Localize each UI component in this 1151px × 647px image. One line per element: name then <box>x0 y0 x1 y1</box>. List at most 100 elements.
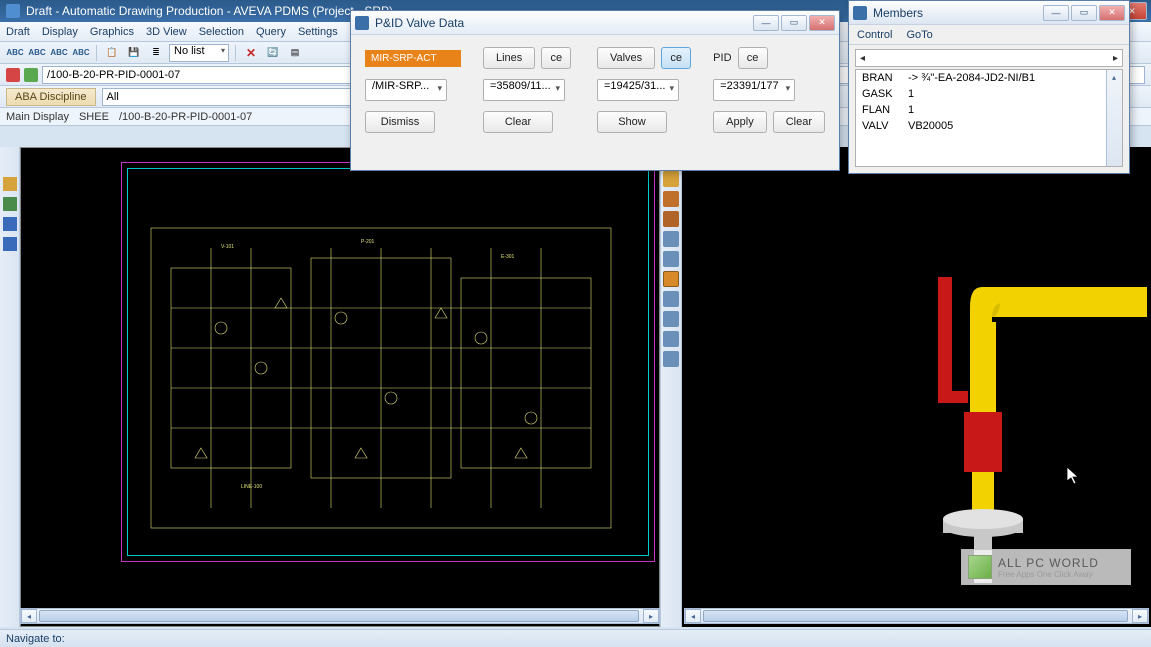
lines-dropdown[interactable]: =35809/11... <box>483 79 565 101</box>
scroll-left-btn[interactable]: ◂ <box>21 609 37 623</box>
delete-icon[interactable]: ✕ <box>242 44 260 62</box>
viewport-3d[interactable]: ALL PC WORLD Free Apps One Click Away <box>682 147 1151 627</box>
members-scroll-right[interactable]: ▸ <box>1109 53 1122 64</box>
members-dialog[interactable]: Members — ▭ ✕ Control GoTo ◂ ▸ BRAN-> ¾"… <box>848 0 1130 174</box>
rt-icon-8[interactable] <box>663 291 679 307</box>
clear-button-1[interactable]: Clear <box>483 111 553 133</box>
scroll-left-btn-3d[interactable]: ◂ <box>685 609 701 623</box>
valves-button[interactable]: Valves <box>597 47 655 69</box>
scroll-right-btn[interactable]: ▸ <box>643 609 659 623</box>
members-minimize-button[interactable]: — <box>1043 5 1069 21</box>
left-toolbar <box>0 147 20 627</box>
abc-icon-3[interactable]: ABC <box>50 44 68 62</box>
members-maximize-button[interactable]: ▭ <box>1071 5 1097 21</box>
scrollbar-3d[interactable]: ◂ ▸ <box>684 608 1149 624</box>
rt-icon-4[interactable] <box>663 211 679 227</box>
pid-dropdown[interactable]: =23391/177 <box>713 79 795 101</box>
rt-icon-10[interactable] <box>663 331 679 347</box>
menu-selection[interactable]: Selection <box>199 26 244 38</box>
list-dropdown[interactable]: No list <box>169 44 229 62</box>
lines-value: =35809/11... <box>490 80 551 92</box>
pid-valve-dialog[interactable]: P&ID Valve Data — ▭ ✕ MIR-SRP-ACT Lines … <box>350 10 840 171</box>
pid-titlebar[interactable]: P&ID Valve Data — ▭ ✕ <box>351 11 839 35</box>
tool-icon[interactable]: ▤ <box>286 44 304 62</box>
menu-query[interactable]: Query <box>256 26 286 38</box>
list-icon[interactable]: ≣ <box>147 44 165 62</box>
discipline-dropdown[interactable]: All <box>102 88 362 106</box>
discipline-label[interactable]: ABA Discipline <box>6 88 96 106</box>
lt-icon-1[interactable] <box>3 177 17 191</box>
app-icon <box>6 4 20 18</box>
scrollbar-2d[interactable]: ◂ ▸ <box>20 608 660 624</box>
rt-icon-6[interactable] <box>663 251 679 267</box>
members-close-button[interactable]: ✕ <box>1099 5 1125 21</box>
nav-path-text: /100-B-20-PR-PID-0001-07 <box>47 69 180 81</box>
pid-body: MIR-SRP-ACT Lines ce Valves ce PID ce /M… <box>351 35 839 145</box>
list-item: GASK1 <box>856 86 1122 102</box>
scroll-thumb-3d[interactable] <box>703 610 1128 622</box>
valves-ce-button[interactable]: ce <box>661 47 691 69</box>
list-item: BRAN-> ¾"-EA-2084-JD2-NI/B1 <box>856 70 1122 86</box>
copy-icon[interactable]: 📋 <box>103 44 121 62</box>
rt-icon-9[interactable] <box>663 311 679 327</box>
rt-icon-2[interactable] <box>663 171 679 187</box>
members-vscroll[interactable]: ▴ <box>1106 70 1122 166</box>
abc-icon-2[interactable]: ABC <box>28 44 46 62</box>
show-button[interactable]: Show <box>597 111 667 133</box>
svg-text:LINE-100: LINE-100 <box>241 484 262 490</box>
refresh-icon[interactable]: 🔄 <box>264 44 282 62</box>
list-dropdown-value: No list <box>174 45 205 57</box>
rt-icon-7[interactable] <box>663 271 679 287</box>
scroll-right-btn-3d[interactable]: ▸ <box>1132 609 1148 623</box>
display-path: /100-B-20-PR-PID-0001-07 <box>119 111 252 123</box>
members-scroll[interactable]: ◂ ▸ <box>855 49 1123 67</box>
menu-graphics[interactable]: Graphics <box>90 26 134 38</box>
menu-3dview[interactable]: 3D View <box>146 26 187 38</box>
pid-ce-button[interactable]: ce <box>738 47 768 69</box>
watermark-icon <box>968 555 992 579</box>
valves-value: =19425/31... <box>604 80 665 92</box>
rt-icon-3[interactable] <box>663 191 679 207</box>
display-shee: SHEE <box>79 111 109 123</box>
abc-icon-1[interactable]: ABC <box>6 44 24 62</box>
main-title-text: Draft - Automatic Drawing Production - A… <box>26 4 393 18</box>
viewport-2d[interactable]: V-101P-201 E-301LINE-100 <box>20 147 660 627</box>
pid-value: =23391/177 <box>720 80 778 92</box>
mirsrp-dropdown[interactable]: /MIR-SRP... <box>365 79 447 101</box>
valves-dropdown[interactable]: =19425/31... <box>597 79 679 101</box>
watermark: ALL PC WORLD Free Apps One Click Away <box>961 549 1131 585</box>
menu-settings[interactable]: Settings <box>298 26 338 38</box>
rt-icon-5[interactable] <box>663 231 679 247</box>
nav-fwd-icon[interactable] <box>24 68 38 82</box>
members-menubar: Control GoTo <box>849 25 1129 45</box>
lt-icon-2[interactable] <box>3 197 17 211</box>
lines-button[interactable]: Lines <box>483 47 535 69</box>
clear-button-2[interactable]: Clear <box>773 111 825 133</box>
lt-icon-4[interactable] <box>3 237 17 251</box>
members-scroll-left[interactable]: ◂ <box>856 53 869 64</box>
pid-maximize-button[interactable]: ▭ <box>781 15 807 31</box>
rt-icon-11[interactable] <box>663 351 679 367</box>
menu-draft[interactable]: Draft <box>6 26 30 38</box>
members-menu-goto[interactable]: GoTo <box>906 29 932 41</box>
svg-text:P-201: P-201 <box>361 239 375 245</box>
scroll-thumb-2d[interactable] <box>39 610 639 622</box>
members-titlebar[interactable]: Members — ▭ ✕ <box>849 1 1129 25</box>
mirsrp-value: /MIR-SRP... <box>372 80 429 92</box>
members-list[interactable]: BRAN-> ¾"-EA-2084-JD2-NI/B1 GASK1 FLAN1 … <box>855 69 1123 167</box>
save-icon[interactable]: 💾 <box>125 44 143 62</box>
menu-display[interactable]: Display <box>42 26 78 38</box>
dismiss-button[interactable]: Dismiss <box>365 111 435 133</box>
apply-button[interactable]: Apply <box>713 111 767 133</box>
valve-svg <box>682 147 1147 597</box>
pid-minimize-button[interactable]: — <box>753 15 779 31</box>
abc-icon-4[interactable]: ABC <box>72 44 90 62</box>
nav-back-icon[interactable] <box>6 68 20 82</box>
status-text: Navigate to: <box>6 633 65 645</box>
lines-ce-button[interactable]: ce <box>541 47 571 69</box>
members-menu-control[interactable]: Control <box>857 29 892 41</box>
pid-close-button[interactable]: ✕ <box>809 15 835 31</box>
lt-icon-3[interactable] <box>3 217 17 231</box>
watermark-line1: ALL PC WORLD <box>998 556 1099 570</box>
vscroll-up[interactable]: ▴ <box>1107 70 1121 84</box>
